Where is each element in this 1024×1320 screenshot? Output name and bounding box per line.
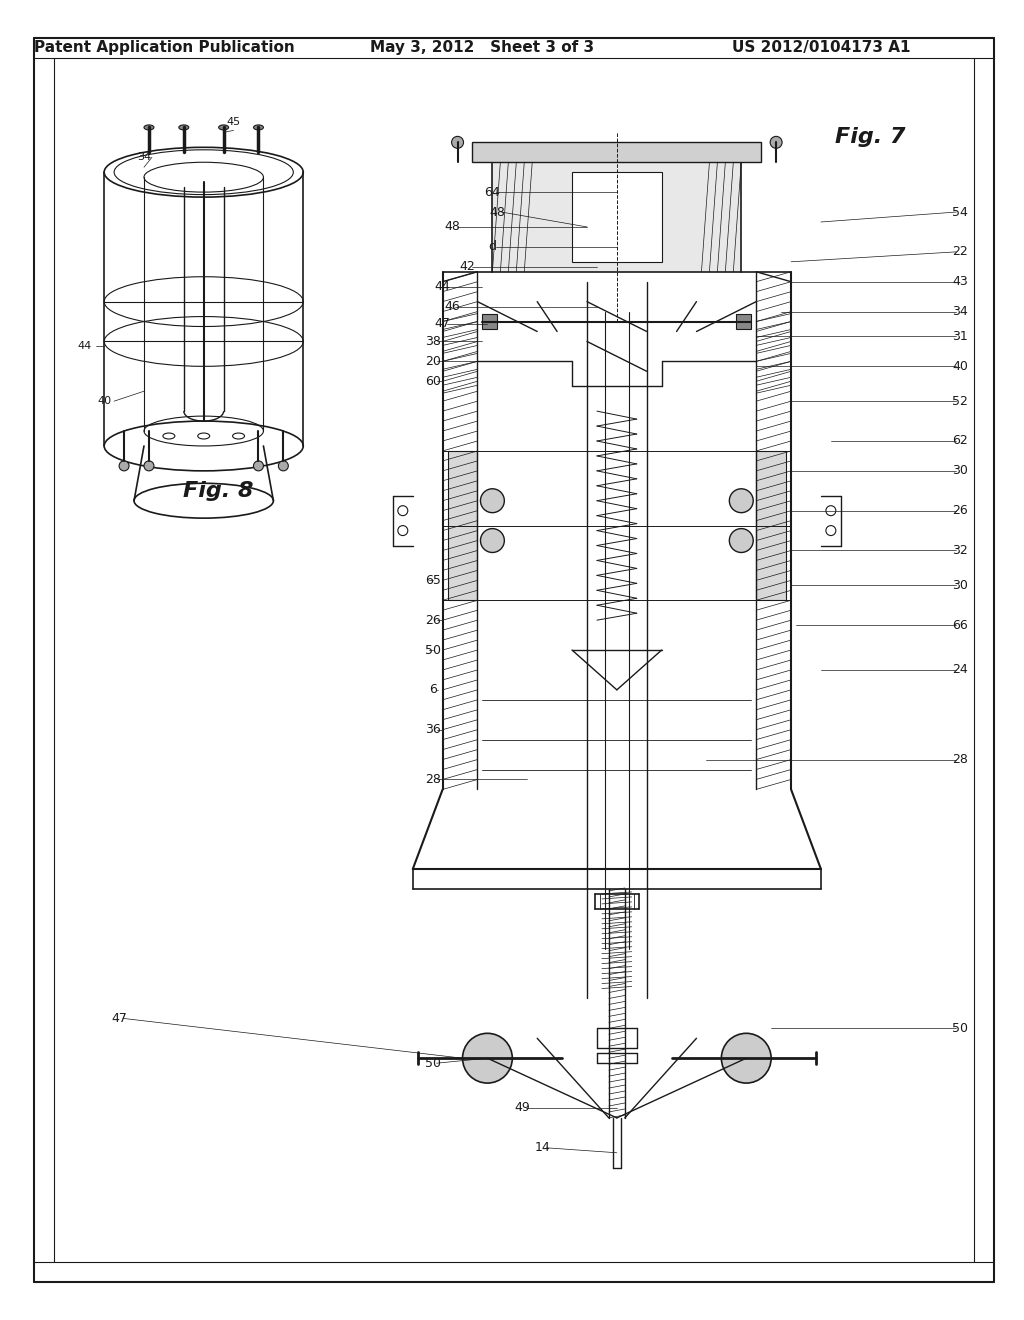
Text: 14: 14: [535, 1142, 550, 1154]
Text: 40: 40: [952, 360, 969, 372]
Text: 30: 30: [952, 465, 969, 478]
Text: 22: 22: [952, 246, 968, 259]
Text: 42: 42: [460, 260, 475, 273]
Bar: [493, 162, 741, 272]
Text: 40: 40: [97, 396, 112, 407]
Text: 48: 48: [444, 220, 461, 234]
Ellipse shape: [179, 125, 188, 129]
Text: 26: 26: [952, 504, 968, 517]
Ellipse shape: [219, 125, 228, 129]
Circle shape: [480, 488, 505, 512]
Circle shape: [480, 528, 505, 553]
Circle shape: [119, 461, 129, 471]
Text: 65: 65: [425, 574, 440, 587]
Text: Fig. 7: Fig. 7: [836, 127, 906, 148]
Bar: [472, 143, 761, 162]
Text: Fig. 8: Fig. 8: [183, 480, 254, 500]
Text: 6: 6: [429, 684, 436, 697]
Text: 66: 66: [952, 619, 968, 632]
Circle shape: [826, 506, 836, 516]
Text: 52: 52: [952, 395, 969, 408]
Text: 34: 34: [137, 152, 152, 162]
Text: 50: 50: [425, 1057, 440, 1069]
Text: 62: 62: [952, 434, 968, 447]
Circle shape: [144, 461, 154, 471]
Text: 43: 43: [952, 275, 968, 288]
Text: May 3, 2012   Sheet 3 of 3: May 3, 2012 Sheet 3 of 3: [371, 41, 595, 55]
Text: 28: 28: [952, 752, 969, 766]
Text: 38: 38: [425, 335, 440, 348]
Ellipse shape: [254, 125, 263, 129]
Circle shape: [770, 136, 782, 148]
Text: 47: 47: [112, 1012, 127, 1024]
Text: d: d: [488, 240, 497, 253]
Circle shape: [729, 488, 754, 512]
Text: 20: 20: [425, 355, 440, 368]
Circle shape: [826, 525, 836, 536]
Circle shape: [398, 525, 408, 536]
Circle shape: [254, 461, 263, 471]
Bar: [572, 172, 662, 261]
Text: 60: 60: [425, 375, 440, 388]
Bar: [756, 451, 786, 601]
Text: 50: 50: [952, 1022, 969, 1035]
Bar: [482, 314, 498, 330]
Circle shape: [729, 528, 754, 553]
Text: 64: 64: [484, 186, 501, 198]
Text: 54: 54: [952, 206, 969, 219]
Text: 30: 30: [952, 579, 969, 591]
Text: 31: 31: [952, 330, 968, 343]
Text: 34: 34: [952, 305, 968, 318]
Text: 44: 44: [435, 280, 451, 293]
Text: Patent Application Publication: Patent Application Publication: [34, 41, 294, 55]
Circle shape: [463, 1034, 512, 1084]
Text: 49: 49: [514, 1101, 530, 1114]
Text: 24: 24: [952, 664, 968, 676]
Text: 50: 50: [425, 644, 440, 656]
Text: 48: 48: [489, 206, 505, 219]
Text: US 2012/0104173 A1: US 2012/0104173 A1: [732, 41, 910, 55]
Text: 36: 36: [425, 723, 440, 737]
Circle shape: [452, 136, 464, 148]
Circle shape: [721, 1034, 771, 1084]
Text: 26: 26: [425, 614, 440, 627]
Circle shape: [398, 506, 408, 516]
Text: 32: 32: [952, 544, 968, 557]
Text: 45: 45: [226, 117, 241, 128]
Bar: [736, 314, 752, 330]
Text: 47: 47: [435, 317, 451, 330]
Ellipse shape: [144, 125, 154, 129]
Text: 46: 46: [444, 300, 461, 313]
Bar: [447, 451, 477, 601]
Circle shape: [279, 461, 289, 471]
Text: 44: 44: [77, 342, 91, 351]
Text: 28: 28: [425, 774, 440, 785]
